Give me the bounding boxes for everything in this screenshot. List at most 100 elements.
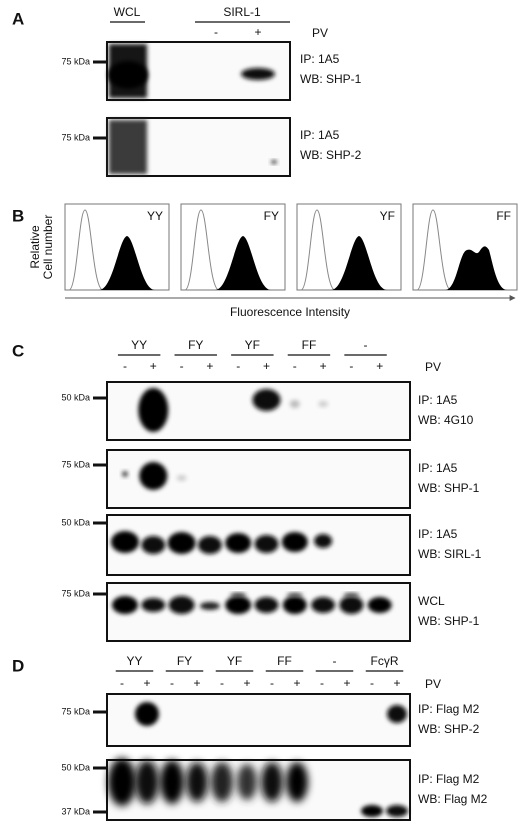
band [141,598,166,612]
pv-label: PV [312,26,328,40]
sample-histogram [331,236,387,290]
sample-histogram [445,246,507,290]
lane-sign: + [193,676,200,690]
panel-label: D [12,656,24,675]
lane-sign: - [214,25,218,39]
marker-label: 75 kDa [61,706,90,716]
panel-label: B [12,206,24,225]
group-label: YY [131,338,147,352]
marker-label: 75 kDa [61,459,90,469]
band [252,389,281,411]
band [289,400,300,408]
sample-histogram [215,236,271,290]
blot-label: IP: 1A5 [418,527,458,541]
band [237,764,257,800]
lane-sign: - [270,676,274,690]
band [367,597,392,613]
band [176,475,187,481]
blot-label: WCL [418,594,445,608]
blot-label: IP: 1A5 [300,128,340,142]
group-label: - [333,654,337,668]
band [211,762,233,802]
lane-sign: + [263,359,270,373]
lane-sign: + [393,676,400,690]
group-label: YY [126,654,142,668]
band [141,536,166,554]
band [112,596,138,614]
blot-label: WB: SHP-1 [300,72,362,86]
band [286,762,308,802]
group-label: YF [227,654,242,668]
panel-label: A [12,9,24,28]
blot [106,693,411,747]
marker-label: 75 kDa [61,132,90,142]
control-histogram [184,209,220,291]
histogram-label: FY [264,209,279,223]
band [241,68,275,80]
group-label: FF [277,654,292,668]
band [197,536,222,554]
lane-sign: + [293,676,300,690]
group-label: FcγR [371,654,399,668]
band [135,760,159,804]
group-label: - [364,338,368,352]
band [225,596,252,614]
band [311,597,336,613]
x-axis-label: Fluorescence Intensity [230,305,350,319]
band [111,531,139,553]
band [254,597,279,613]
lane-sign: - [370,676,374,690]
lane-sign: - [293,359,297,373]
group-label: FY [188,338,203,352]
lane-sign: - [236,359,240,373]
band [386,805,408,817]
lane-header: WCL [114,5,141,19]
blot-label: WB: 4G10 [418,413,474,427]
band [271,160,277,164]
blot-label: WB: SHP-1 [418,481,480,495]
pv-label: PV [425,360,441,374]
band [314,534,333,548]
band [286,593,303,597]
histogram-label: YY [147,209,163,223]
control-histogram [416,209,452,291]
group-label: FY [177,654,192,668]
lane-sign: + [376,359,383,373]
sample-histogram [99,236,155,290]
blot-label: WB: SIRL-1 [418,547,482,561]
blot-label: WB: SHP-1 [418,614,480,628]
y-axis-label: Cell number [41,215,55,280]
lane-sign: + [254,25,261,39]
lane-sign: - [320,676,324,690]
blot-label: IP: Flag M2 [418,702,480,716]
band [167,532,196,554]
marker-label: 37 kDa [61,806,90,816]
blot [106,582,411,642]
lane-sign: - [349,359,353,373]
blot-label: WB: SHP-2 [300,148,362,162]
panel-label: C [12,341,24,360]
blot-label: WB: Flag M2 [418,792,488,806]
band [282,596,307,614]
blot-label: IP: 1A5 [418,461,458,475]
control-histogram [300,209,336,291]
lane-sign: - [180,359,184,373]
marker-label: 50 kDa [61,392,90,402]
band [168,596,195,614]
blot-label: WB: SHP-2 [418,722,480,736]
blot-label: IP: Flag M2 [418,772,480,786]
band [225,533,252,553]
band [139,462,168,490]
lane-sign: + [243,676,250,690]
marker-label: 50 kDa [61,517,90,527]
lane-sign: - [120,676,124,690]
band [135,702,159,726]
band [339,596,364,614]
band [254,535,279,553]
band [361,805,383,817]
blot-label: IP: 1A5 [418,393,458,407]
band [160,760,184,804]
lane-sign: + [150,359,157,373]
